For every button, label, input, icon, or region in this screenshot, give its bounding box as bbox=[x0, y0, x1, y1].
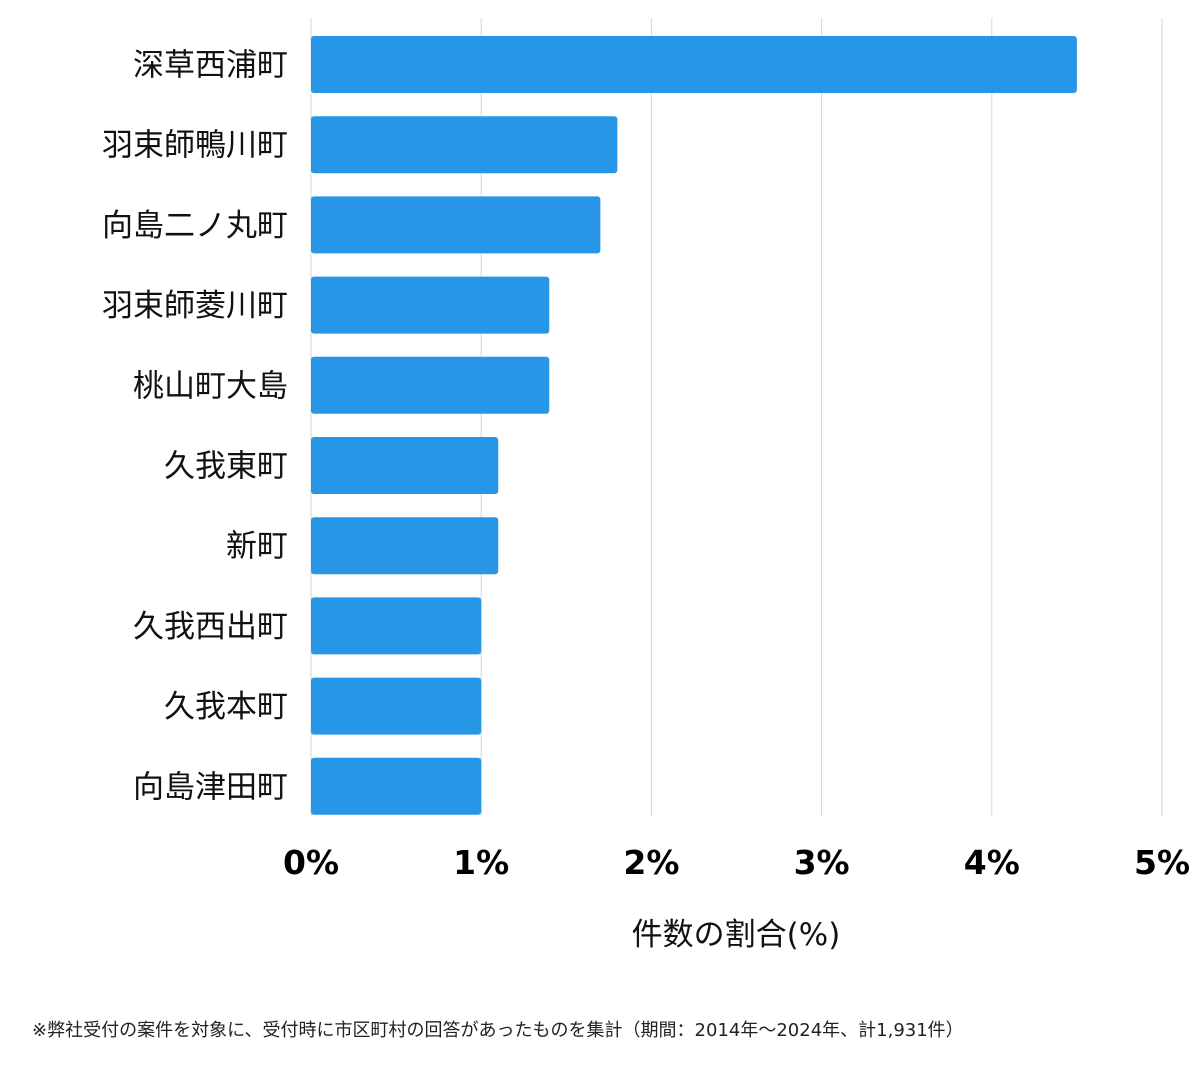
bar bbox=[311, 597, 482, 655]
category-label: 久我本町 bbox=[164, 689, 288, 725]
category-label: 久我西出町 bbox=[133, 609, 288, 645]
category-label: 新町 bbox=[226, 529, 288, 565]
bar bbox=[311, 276, 550, 334]
bar bbox=[311, 757, 482, 815]
category-label: 羽束師鴨川町 bbox=[102, 128, 288, 164]
bar bbox=[311, 677, 482, 735]
category-label: 向島津田町 bbox=[133, 769, 288, 805]
bar bbox=[311, 356, 550, 414]
bar-chart: 深草西浦町羽束師鴨川町向島二ノ丸町羽束師菱川町桃山町大島久我東町新町久我西出町久… bbox=[102, 18, 1190, 953]
x-tick-label: 2% bbox=[623, 843, 679, 882]
category-label: 向島二ノ丸町 bbox=[102, 208, 288, 244]
x-tick-labels: 0% 1% 2% 3% 4% 5% bbox=[283, 843, 1190, 882]
x-axis-title: 件数の割合(%) bbox=[632, 917, 841, 953]
x-tick-label: 4% bbox=[964, 843, 1020, 882]
category-label: 桃山町大島 bbox=[133, 368, 288, 404]
x-tick-label: 3% bbox=[794, 843, 850, 882]
category-label: 深草西浦町 bbox=[133, 48, 288, 84]
x-tick-label: 5% bbox=[1134, 843, 1190, 882]
bar bbox=[311, 517, 499, 575]
category-label: 羽束師菱川町 bbox=[102, 288, 288, 324]
bar bbox=[311, 196, 601, 254]
bar bbox=[311, 437, 499, 494]
bar bbox=[311, 116, 618, 174]
footnote: ※弊社受付の案件を対象に、受付時に市区町村の回答があったものを集計（期間：201… bbox=[32, 1020, 964, 1041]
x-tick-label: 1% bbox=[453, 843, 509, 882]
bars bbox=[311, 36, 1077, 815]
x-tick-label: 0% bbox=[283, 843, 339, 882]
category-label: 久我東町 bbox=[164, 449, 288, 485]
bar bbox=[311, 36, 1077, 93]
category-labels: 深草西浦町羽束師鴨川町向島二ノ丸町羽束師菱川町桃山町大島久我東町新町久我西出町久… bbox=[102, 48, 288, 806]
